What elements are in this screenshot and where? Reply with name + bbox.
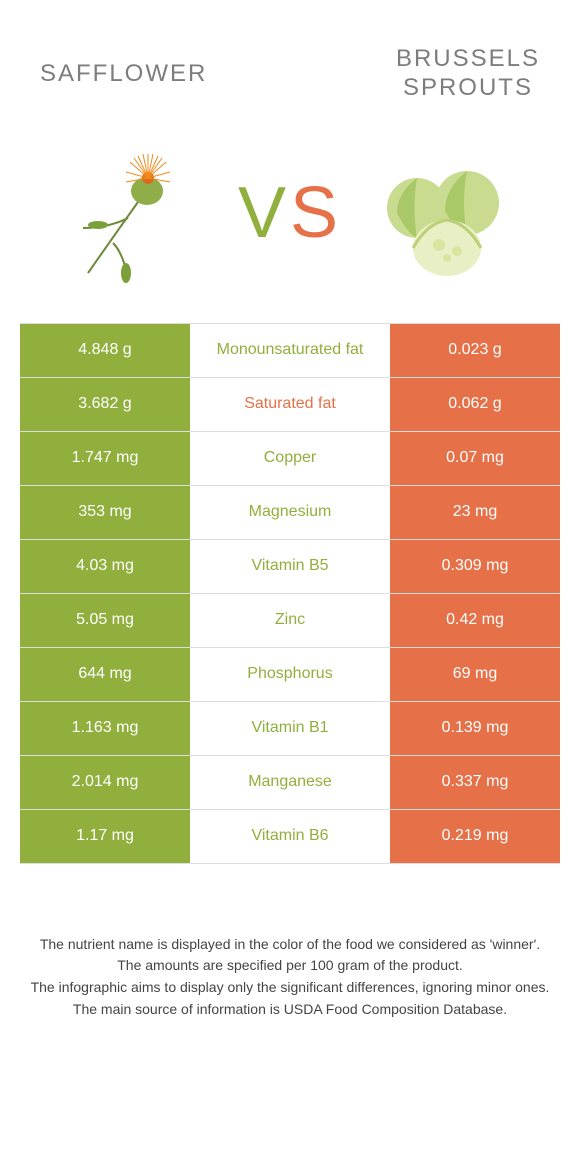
nutrient-label: Vitamin B5: [190, 540, 390, 593]
table-row: 644 mgPhosphorus69 mg: [20, 648, 560, 702]
left-value: 4.848 g: [20, 324, 190, 377]
left-value: 1.163 mg: [20, 702, 190, 755]
table-row: 1.747 mgCopper0.07 mg: [20, 432, 560, 486]
table-row: 5.05 mgZinc0.42 mg: [20, 594, 560, 648]
brussels-sprouts-image: [367, 133, 527, 293]
table-row: 4.03 mgVitamin B50.309 mg: [20, 540, 560, 594]
right-value: 0.309 mg: [390, 540, 560, 593]
nutrient-label: Monounsaturated fat: [190, 324, 390, 377]
table-row: 1.17 mgVitamin B60.219 mg: [20, 810, 560, 864]
footer-line-2: The amounts are specified per 100 gram o…: [30, 955, 550, 977]
nutrient-label: Vitamin B6: [190, 810, 390, 863]
title-right-line2: SPROUTS: [396, 74, 540, 103]
left-value: 1.747 mg: [20, 432, 190, 485]
right-value: 0.062 g: [390, 378, 560, 431]
nutrient-label: Phosphorus: [190, 648, 390, 701]
left-value: 353 mg: [20, 486, 190, 539]
footer-line-4: The main source of information is USDA F…: [30, 999, 550, 1021]
right-value: 69 mg: [390, 648, 560, 701]
table-row: 4.848 gMonounsaturated fat0.023 g: [20, 324, 560, 378]
right-value: 0.42 mg: [390, 594, 560, 647]
footer-notes: The nutrient name is displayed in the co…: [0, 864, 580, 1021]
vs-s: S: [290, 173, 342, 253]
right-value: 0.07 mg: [390, 432, 560, 485]
left-value: 644 mg: [20, 648, 190, 701]
table-row: 1.163 mgVitamin B10.139 mg: [20, 702, 560, 756]
nutrient-label: Vitamin B1: [190, 702, 390, 755]
left-value: 4.03 mg: [20, 540, 190, 593]
left-value: 5.05 mg: [20, 594, 190, 647]
nutrient-label: Manganese: [190, 756, 390, 809]
title-right: BRUSSELS SPROUTS: [396, 45, 540, 103]
right-value: 0.219 mg: [390, 810, 560, 863]
left-value: 2.014 mg: [20, 756, 190, 809]
title-left: SAFFLOWER: [40, 60, 207, 88]
nutrient-label: Saturated fat: [190, 378, 390, 431]
table-row: 3.682 gSaturated fat0.062 g: [20, 378, 560, 432]
nutrient-label: Copper: [190, 432, 390, 485]
footer-line-3: The infographic aims to display only the…: [30, 977, 550, 999]
title-right-line1: BRUSSELS: [396, 45, 540, 74]
right-value: 0.139 mg: [390, 702, 560, 755]
left-value: 3.682 g: [20, 378, 190, 431]
right-value: 0.337 mg: [390, 756, 560, 809]
footer-line-1: The nutrient name is displayed in the co…: [30, 934, 550, 956]
safflower-image: [53, 133, 213, 293]
comparison-table: 4.848 gMonounsaturated fat0.023 g3.682 g…: [20, 323, 560, 864]
header: SAFFLOWER BRUSSELS SPROUTS: [0, 0, 580, 123]
vs-v: V: [238, 173, 290, 253]
vs-label: VS: [238, 172, 342, 254]
table-row: 2.014 mgManganese0.337 mg: [20, 756, 560, 810]
nutrient-label: Magnesium: [190, 486, 390, 539]
left-value: 1.17 mg: [20, 810, 190, 863]
right-value: 23 mg: [390, 486, 560, 539]
right-value: 0.023 g: [390, 324, 560, 377]
nutrient-label: Zinc: [190, 594, 390, 647]
hero-row: VS: [0, 123, 580, 323]
table-row: 353 mgMagnesium23 mg: [20, 486, 560, 540]
